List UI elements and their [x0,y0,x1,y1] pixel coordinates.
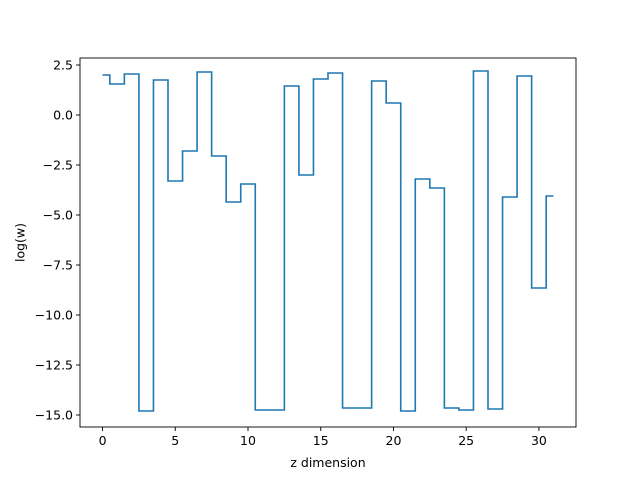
x-tick-label: 10 [240,433,256,448]
y-tick-label: −5.0 [43,208,73,223]
y-tick-label: −12.5 [35,358,73,373]
x-tick-label: 25 [458,433,474,448]
y-tick-label: 0.0 [53,108,73,123]
plot-area [79,57,577,428]
y-tick-label: −10.0 [35,308,73,323]
x-axis-label: z dimension [290,455,365,470]
x-tick-label: 20 [386,433,402,448]
y-tick-label: 2.5 [53,58,73,73]
y-tick-label: −2.5 [43,158,73,173]
y-tick-label: −7.5 [43,258,73,273]
x-axis-ticks: 0 5 10 15 20 25 30 [99,427,547,448]
plot-frame [79,57,577,428]
x-tick-label: 0 [99,433,107,448]
y-axis-ticks: 2.5 0.0 −2.5 −5.0 −7.5 −10.0 −12.5 −15.0 [35,58,80,423]
x-tick-label: 15 [313,433,329,448]
x-tick-label: 30 [531,433,547,448]
y-axis-label: log(w) [13,223,28,262]
x-tick-label: 5 [171,433,179,448]
y-tick-label: −15.0 [35,408,73,423]
series-line-0 [102,70,554,412]
